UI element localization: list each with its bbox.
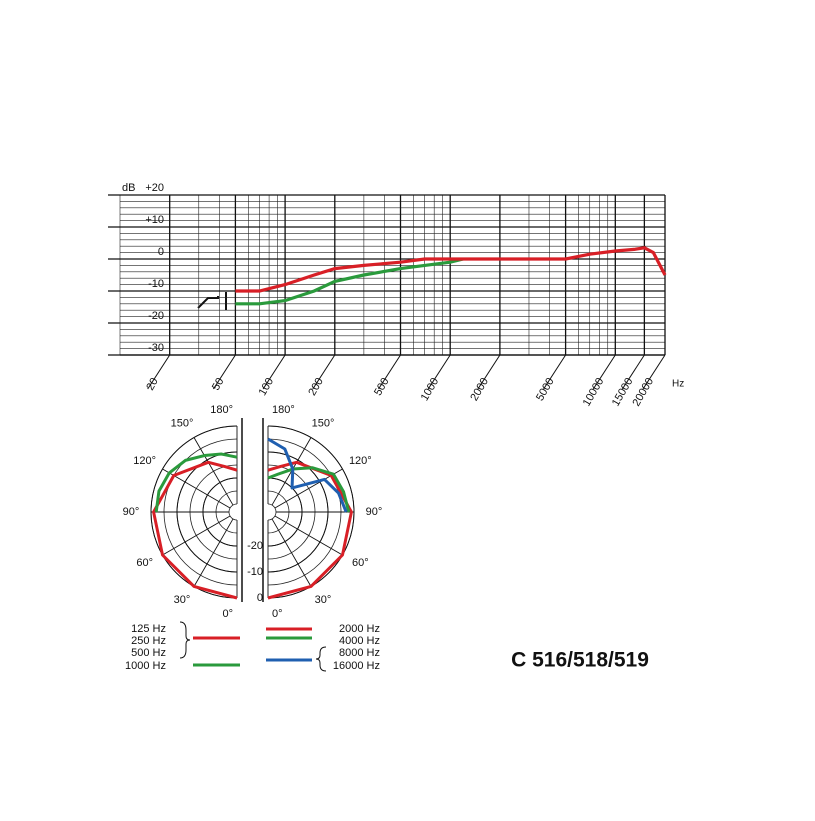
r-tick-label: 0 bbox=[257, 592, 263, 604]
angle-label: 0° bbox=[272, 608, 283, 620]
angle-label: 90° bbox=[123, 506, 140, 518]
angle-label: 30° bbox=[174, 594, 191, 606]
x-tick-label: 1000 bbox=[419, 376, 442, 403]
legend-label: 8000 Hz bbox=[339, 647, 380, 659]
tick-mark bbox=[621, 354, 645, 390]
x-tick-label: 100 bbox=[257, 376, 277, 398]
angle-label: 90° bbox=[366, 506, 383, 518]
legend-label: 500 Hz bbox=[131, 647, 166, 659]
tick-mark bbox=[147, 354, 171, 390]
y-tick-label: +20 bbox=[145, 182, 164, 194]
tick-mark bbox=[592, 354, 616, 390]
filter-icon bbox=[197, 292, 227, 310]
tick-mark bbox=[543, 354, 567, 390]
legend-label: 125 Hz bbox=[131, 623, 166, 635]
x-tick-label: 500 bbox=[372, 376, 392, 398]
radial-line bbox=[271, 518, 312, 587]
angle-label: 60° bbox=[136, 557, 153, 569]
r-tick-label: -20 bbox=[247, 540, 263, 552]
tick-mark bbox=[427, 354, 451, 390]
x-tick-label: 200 bbox=[306, 376, 326, 398]
x-tick-label: 2000 bbox=[468, 376, 491, 403]
x-tick-label: 5000 bbox=[534, 376, 557, 403]
angle-label: 150° bbox=[171, 418, 194, 430]
y-tick-label: -20 bbox=[148, 310, 164, 322]
y-tick-label: 0 bbox=[158, 246, 164, 258]
x-tick-label: 20000 bbox=[630, 376, 656, 408]
legend-label: 16000 Hz bbox=[333, 660, 380, 672]
radial-line bbox=[162, 515, 231, 556]
response-curve bbox=[235, 246, 667, 293]
tick-mark bbox=[262, 354, 286, 390]
r-tick-label: -10 bbox=[247, 566, 263, 578]
center-gap bbox=[242, 418, 263, 606]
brace bbox=[179, 621, 191, 659]
y-tick-label: -30 bbox=[148, 342, 164, 354]
angle-label: 60° bbox=[352, 557, 369, 569]
y-tick-label: +10 bbox=[145, 214, 164, 226]
x-tick-label: 10000 bbox=[581, 376, 607, 408]
tick-mark bbox=[378, 354, 401, 390]
legend-label: 2000 Hz bbox=[339, 623, 380, 635]
legend-label: 4000 Hz bbox=[339, 635, 380, 647]
x-tick-label: 50 bbox=[210, 376, 227, 393]
polar-curve bbox=[267, 437, 348, 513]
angle-label: 30° bbox=[315, 594, 332, 606]
angle-label: 180° bbox=[272, 404, 295, 416]
angle-label: 0° bbox=[222, 608, 233, 620]
angle-label: 180° bbox=[210, 404, 233, 416]
polar-curve bbox=[267, 466, 351, 513]
polar-curve bbox=[152, 460, 238, 600]
radial-line bbox=[193, 518, 234, 587]
angle-label: 120° bbox=[349, 455, 372, 467]
polar-curve bbox=[267, 460, 353, 600]
minor-ring bbox=[228, 503, 238, 521]
legend-label: 1000 Hz bbox=[125, 660, 166, 672]
tick-mark bbox=[642, 354, 666, 390]
angle-label: 120° bbox=[133, 455, 156, 467]
response-curve bbox=[235, 257, 464, 306]
angle-label: 150° bbox=[312, 418, 335, 430]
x-unit: Hz bbox=[672, 379, 684, 390]
radial-line bbox=[274, 515, 343, 556]
y-tick-label: -10 bbox=[148, 278, 164, 290]
y-axis-label: dB bbox=[122, 182, 135, 194]
polar-curve bbox=[154, 452, 238, 513]
minor-ring bbox=[267, 503, 277, 521]
legend-label: 250 Hz bbox=[131, 635, 166, 647]
radial-line bbox=[193, 437, 234, 506]
tick-mark bbox=[312, 354, 336, 390]
model-name: C 516/518/519 bbox=[511, 649, 649, 672]
brace bbox=[315, 646, 327, 672]
tick-mark bbox=[477, 354, 501, 390]
tick-mark bbox=[212, 354, 236, 390]
x-tick-label: 20 bbox=[144, 376, 161, 393]
